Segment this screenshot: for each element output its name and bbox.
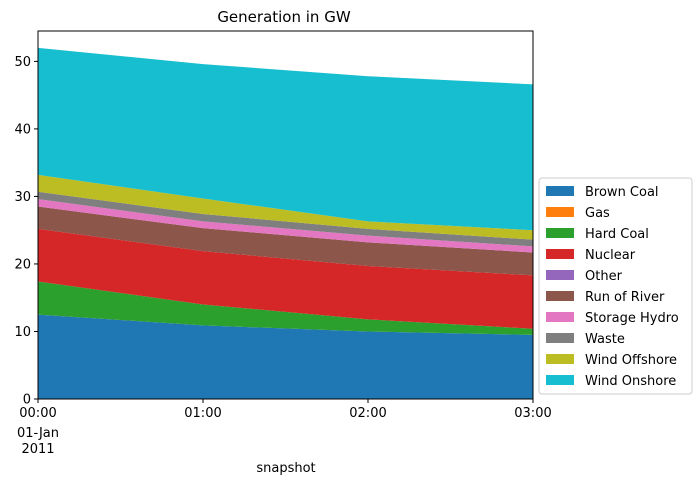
y-axis: 0 10 20 30 40 50: [14, 55, 38, 408]
x-tick-label: 03:00: [514, 406, 551, 421]
x-tick-label: 00:00: [19, 406, 56, 421]
legend-swatch: [546, 291, 574, 301]
legend-swatch: [546, 312, 574, 322]
legend-label: Gas: [585, 206, 610, 221]
area-brown-coal: [38, 314, 533, 399]
chart-title: Generation in GW: [217, 8, 351, 26]
area-wind-onshore: [38, 47, 533, 231]
legend-label: Run of River: [585, 290, 665, 305]
y-tick-label: 20: [14, 257, 31, 272]
y-tick-label: 0: [23, 393, 31, 408]
area-waste: [38, 191, 533, 247]
legend-swatch: [546, 375, 574, 385]
stacked-areas: [38, 47, 533, 399]
y-tick-label: 10: [14, 325, 31, 340]
x-axis-label: snapshot: [256, 461, 315, 476]
area-hard-coal: [38, 281, 533, 335]
legend-label: Waste: [585, 332, 625, 347]
legend-label: Nuclear: [585, 248, 636, 263]
legend-swatch: [546, 333, 574, 343]
legend-label: Wind Onshore: [585, 374, 676, 389]
area-storage-hydro: [38, 199, 533, 253]
legend-label: Brown Coal: [585, 185, 659, 200]
legend-swatch: [546, 186, 574, 196]
legend-swatch: [546, 354, 574, 364]
area-wind-offshore: [38, 174, 533, 240]
y-tick-label: 30: [14, 190, 31, 205]
area-nuclear: [38, 228, 533, 329]
legend-label: Wind Offshore: [585, 353, 677, 368]
legend-box: [538, 177, 693, 395]
legend[interactable]: Brown Coal Gas Hard Coal Nuclear Other Run of…: [538, 177, 693, 395]
area-run-of-river: [38, 206, 533, 276]
x-date-label: 2011: [21, 442, 54, 457]
legend-label: Hard Coal: [585, 227, 649, 242]
legend-swatch: [546, 249, 574, 259]
legend-label: Storage Hydro: [585, 311, 679, 326]
legend-swatch: [546, 228, 574, 238]
plot-frame: [37, 30, 534, 400]
legend-swatch: [546, 270, 574, 280]
y-tick-label: 50: [14, 55, 31, 70]
x-date-label: 01-Jan: [17, 426, 59, 441]
x-tick-label: 01:00: [184, 406, 221, 421]
y-tick-label: 40: [14, 122, 31, 137]
legend-swatch: [546, 207, 574, 217]
legend-label: Other: [585, 269, 623, 284]
x-tick-label: 02:00: [349, 406, 386, 421]
